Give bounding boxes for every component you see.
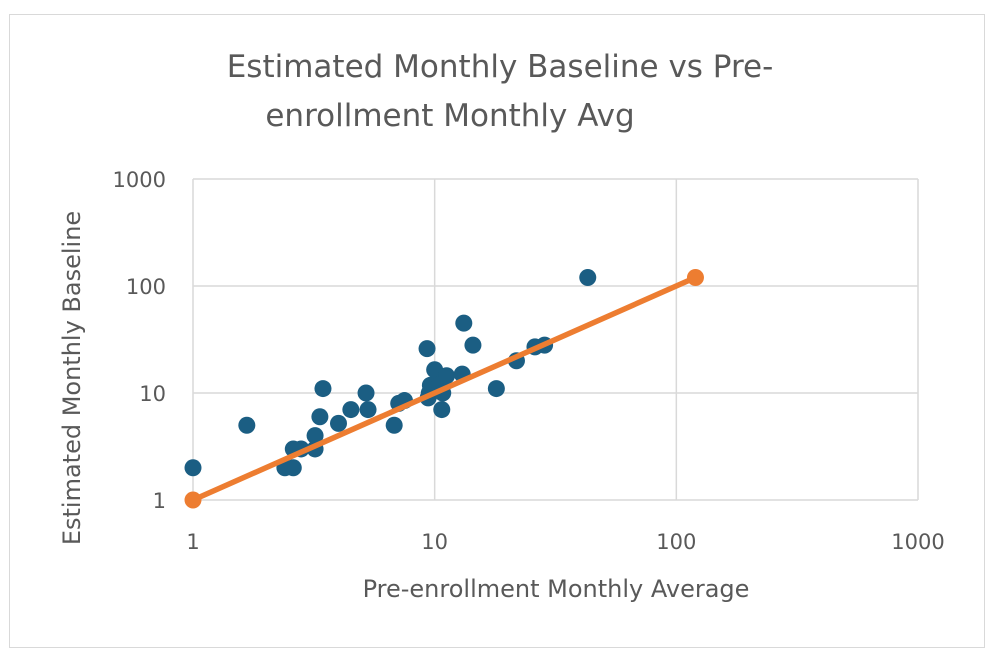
scatter-point [455,314,473,332]
x-tick-label: 1000 [891,530,944,554]
reference-line-series [184,269,704,509]
scatter-point [311,408,329,426]
reference-line [190,274,699,503]
y-tick-label: 10 [139,382,166,406]
scatter-point [306,427,324,445]
y-tick-label: 100 [126,275,166,299]
scatter-point [438,367,456,385]
tick-labels: 1 10 100 1000 1 10 100 1000 [113,168,945,554]
chart-title-line-1: Estimated Monthly Baseline vs Pre- [227,49,774,85]
y-axis-title: Estimated Monthly Baseline [58,211,86,545]
scatter-point [487,380,505,398]
x-axis-title: Pre-enrollment Monthly Average [363,575,750,603]
reference-line-marker [686,269,704,287]
scatter-point [284,459,302,477]
scatter-point [385,416,403,434]
scatter-point [342,401,360,419]
scatter-point [359,401,377,419]
scatter-point [357,384,375,402]
y-tick-label: 1 [153,489,166,513]
x-tick-label: 10 [421,530,448,554]
y-tick-label: 1000 [113,168,166,192]
scatter-point [579,269,597,287]
scatter-point [238,416,256,434]
scatter-point [329,414,347,432]
scatter-point [464,336,482,354]
gridlines [192,178,919,501]
reference-line-marker [184,491,202,509]
chart-frame [9,14,985,648]
scatter-points-series [184,269,597,477]
x-tick-label: 100 [656,530,696,554]
scatter-point [314,380,332,398]
scatter-point [433,401,451,419]
x-tick-label: 1 [186,530,199,554]
scatter-point [184,459,202,477]
scatter-point [418,340,436,358]
chart-title-line-2: enrollment Monthly Avg [265,98,634,134]
